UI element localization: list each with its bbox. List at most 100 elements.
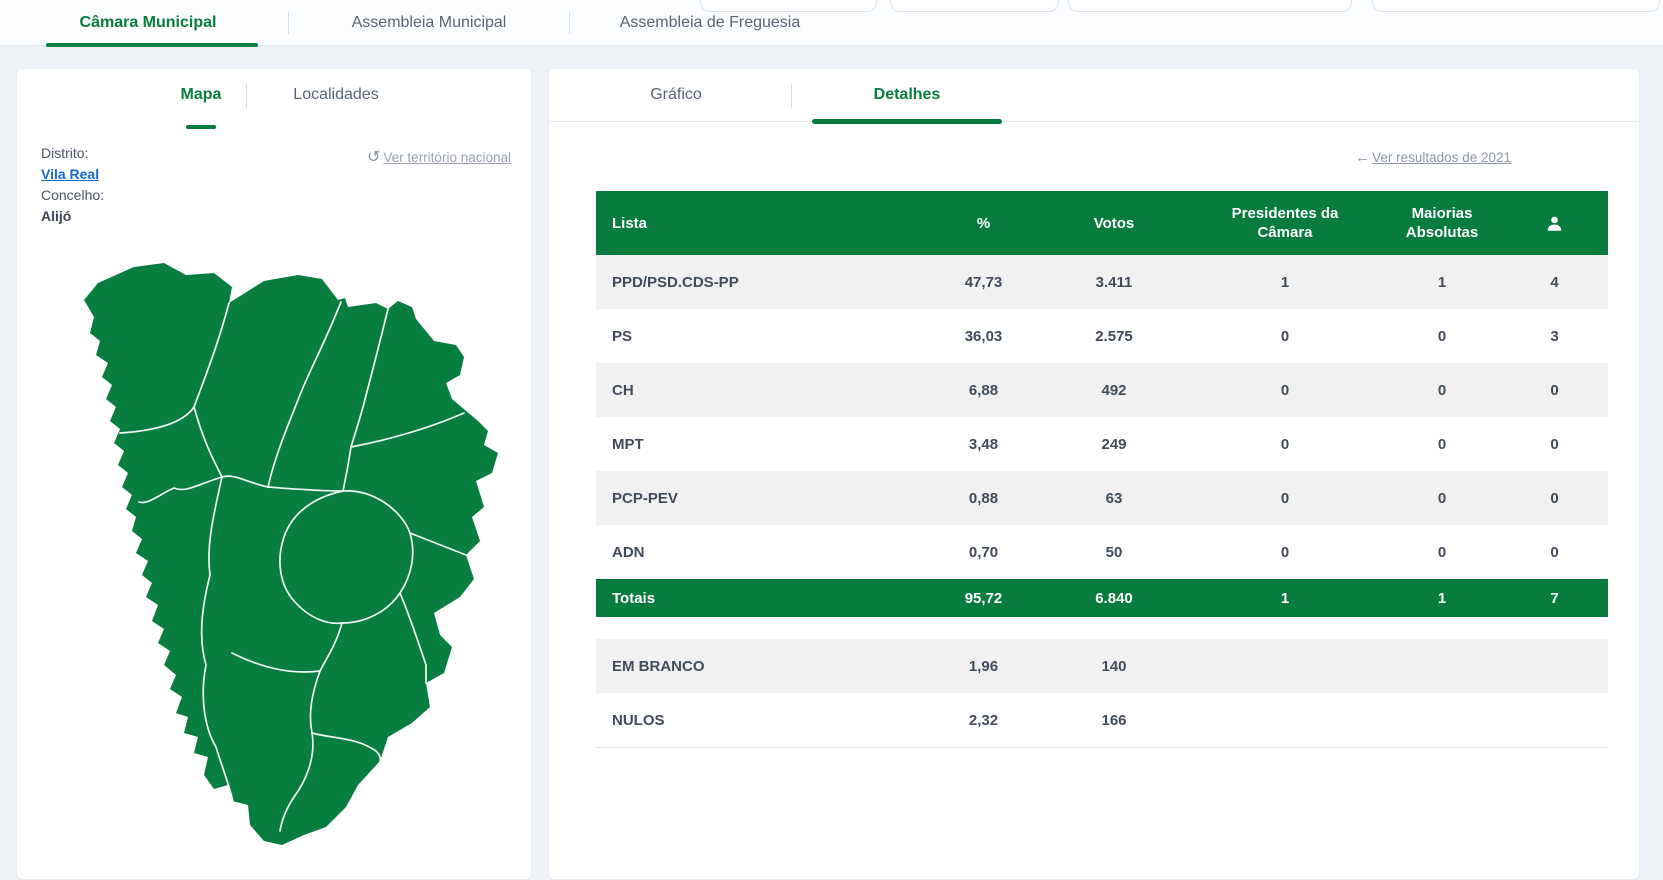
results-view-tabs: Gráfico Detalhes [561,69,1022,124]
parish-borders [119,301,467,832]
cell-percent: 36,03 [964,327,1003,345]
results-table-zone: Lista % Votos Presidentes da Câmara Maio… [596,191,1609,748]
cell-percent: 0,70 [968,543,999,561]
cell-majorities: 0 [1437,435,1447,453]
table-row: PPD/PSD.CDS-PP 47,73 3.411 1 1 4 [596,255,1608,309]
restore-icon: ↺ [367,149,381,166]
cell-mandates: 0 [1550,543,1559,561]
header-maiorias: Maiorias Absolutas [1383,191,1501,255]
tab-label: Câmara Municipal [79,13,217,31]
view-2021-results-link[interactable]: ← Ver resultados de 2021 [1355,149,1511,166]
tab-divider [288,11,289,34]
empty-cell [1187,693,1609,748]
tab-camara-municipal[interactable]: Câmara Municipal [8,0,288,47]
cell-votes: 166 [1041,693,1187,748]
active-tab-underline [186,125,216,129]
district-link[interactable]: Vila Real [41,166,100,182]
back-arrow-icon: ← [1355,149,1371,166]
council-label: Concelho: [41,187,105,203]
tab-localidades[interactable]: Localidades [247,69,425,121]
tab-grafico[interactable]: Gráfico [561,69,791,121]
person-icon [1547,216,1562,231]
table-row: PS 36,03 2.575 0 0 3 [596,309,1608,363]
cell-majorities: 1 [1437,273,1447,291]
results-panel: Gráfico Detalhes ← Ver resultados de 2021… [548,68,1640,880]
map-panel: Mapa Localidades Distrito: Vila Real Con… [16,68,532,880]
cell-majorities: 0 [1437,489,1447,507]
party-rows: PPD/PSD.CDS-PP 47,73 3.411 1 1 4 PS 36,03 2.575 0… [596,255,1608,579]
header-label: Maiorias Absolutas [1405,205,1479,241]
cell-majorities: 0 [1437,543,1447,561]
cell-votes: 249 [1101,435,1127,453]
cell-majorities: 0 [1437,327,1447,345]
totals-row: Totais 95,72 6.840 1 1 7 [596,579,1608,617]
cell-list: EM BRANCO [612,657,705,675]
blank-null-rows: EM BRANCO 1,96 140 NULOS 2,32 166 [596,639,1609,748]
cell-list: NULOS [596,693,926,748]
view-national-territory-link[interactable]: ↺ Ver território nacional [367,147,511,167]
filter-select-cropped-2[interactable] [890,0,1059,12]
cell-percent: 0,88 [968,489,999,507]
header-presidentes: Presidentes da Câmara [1187,191,1383,255]
totals-section: Totais 95,72 6.840 1 1 7 [596,579,1608,617]
cell-votes: 50 [1105,543,1123,561]
cell-majorities: 0 [1437,381,1447,399]
location-info: Distrito: Vila Real Concelho: Alijó [41,143,104,227]
table-row: MPT 3,48 249 0 0 0 [596,417,1608,471]
cell-list: ADN [612,543,645,561]
table-gap [596,617,1608,639]
cell-votes: 140 [1101,657,1127,675]
tab-label: Mapa [180,86,222,103]
cell-percent: 2,32 [926,693,1041,748]
tab-label: Localidades [293,86,379,103]
tab-assembleia-municipal[interactable]: Assembleia Municipal [289,0,569,45]
cell-percent: 47,73 [964,273,1003,291]
tab-divider [791,84,792,108]
tab-assembleia-freguesia[interactable]: Assembleia de Freguesia [570,0,850,45]
cell-list: Totais [596,579,926,617]
municipality-shape[interactable] [84,263,498,845]
tab-label: Detalhes [873,86,941,103]
cell-presidents: 0 [1280,381,1290,399]
header-percent: % [926,191,1041,255]
cell-percent: 6,88 [968,381,999,399]
header-lista: Lista [596,191,926,255]
cell-presidents: 0 [1280,435,1290,453]
top-navigation-bar: Câmara Municipal Assembleia Municipal As… [0,0,1663,47]
cell-presidents: 0 [1280,543,1290,561]
table-row: CH 6,88 492 0 0 0 [596,363,1608,417]
cell-presidents: 0 [1280,327,1290,345]
municipality-map[interactable] [34,245,508,855]
cell-mandates: 3 [1550,327,1559,345]
tabs-bottom-border [549,121,1639,122]
tab-detalhes[interactable]: Detalhes [792,69,1022,124]
tab-divider [569,11,570,34]
district-label: Distrito: [41,145,89,161]
table-row: PCP-PEV 0,88 63 0 0 0 [596,471,1608,525]
table-row: NULOS 2,32 166 [596,693,1609,748]
cell-presidents: 0 [1280,489,1290,507]
filter-select-cropped-3[interactable] [1068,0,1352,12]
header-label: Presidentes da Câmara [1231,205,1339,241]
table-row: ADN 0,70 50 0 0 0 [596,525,1608,579]
cell-votes: 63 [1105,489,1123,507]
cell-mandates: 4 [1550,273,1559,291]
cell-mandates: 0 [1550,381,1559,399]
header-mandates [1501,191,1608,255]
blank-null-table: EM BRANCO 1,96 140 NULOS 2,32 166 [596,639,1609,748]
cell-majorities: 1 [1383,579,1501,617]
link-label: Ver resultados de 2021 [1372,150,1511,165]
cell-percent: 3,48 [968,435,999,453]
active-tab-underline [812,119,1002,124]
tab-label: Assembleia de Freguesia [619,13,801,31]
cell-list: CH [612,381,634,399]
cell-list: PCP-PEV [612,489,678,507]
empty-cell [1187,639,1608,693]
tab-label: Assembleia Municipal [351,13,507,31]
filter-select-cropped-4[interactable] [1372,0,1660,12]
alijo-choropleth-map[interactable] [34,245,508,855]
tab-mapa[interactable]: Mapa [156,69,246,121]
cell-mandates: 0 [1550,435,1559,453]
results-table: Lista % Votos Presidentes da Câmara Maio… [596,191,1608,617]
cell-presidents: 1 [1187,579,1383,617]
